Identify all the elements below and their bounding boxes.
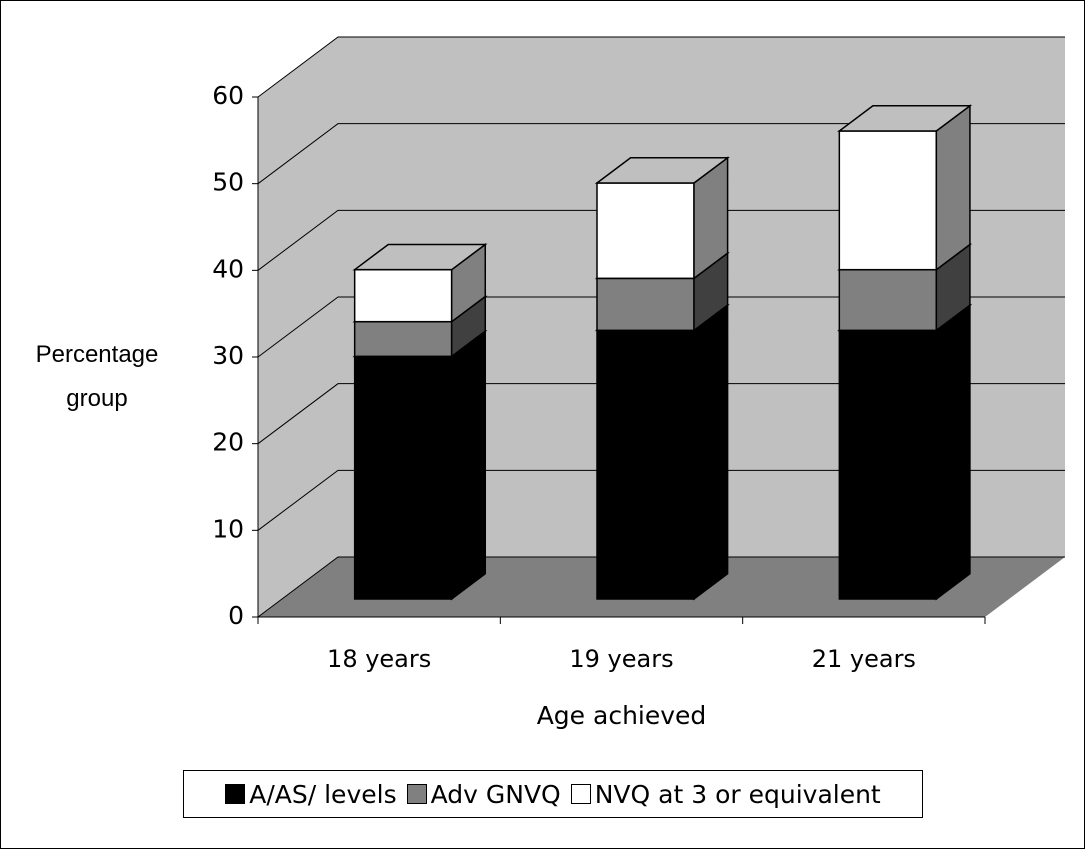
- bar: [353, 268, 453, 323]
- legend-label: NVQ at 3 or equivalent: [594, 779, 881, 809]
- legend-swatch: [225, 784, 246, 804]
- bar-top: [352, 243, 488, 271]
- y-tick-label: 10: [212, 514, 244, 543]
- bar: [596, 277, 695, 332]
- legend-swatch: [570, 784, 591, 804]
- bar-top: [837, 105, 973, 132]
- y-tick-label: 40: [212, 254, 244, 283]
- y-tick-label: 30: [212, 341, 244, 370]
- grid-line: [257, 469, 1065, 531]
- legend-item: NVQ at 3 or equivalent: [570, 779, 881, 809]
- bar-side: [935, 303, 971, 601]
- y-tick-label: 0: [228, 601, 244, 630]
- bar-side: [450, 329, 487, 601]
- grid-line: [257, 556, 1065, 618]
- legend-item: Adv GNVQ: [406, 779, 561, 809]
- grid-line: [257, 209, 1065, 271]
- legend: A/AS/ levels Adv GNVQ NVQ at 3 or equivale…: [183, 770, 923, 818]
- bar-side: [935, 104, 971, 272]
- legend-item: A/AS/ levels: [225, 779, 397, 809]
- legend-label: A/AS/ levels: [249, 779, 397, 809]
- y-tick-label: 60: [212, 81, 244, 110]
- x-tick-label: 21 years: [812, 645, 916, 673]
- bar: [596, 329, 695, 600]
- grid-line: [257, 36, 1065, 98]
- x-tick-label: 19 years: [569, 645, 673, 673]
- grid-line: [257, 383, 1065, 445]
- legend-swatch: [406, 784, 427, 804]
- y-tick-label: 20: [212, 428, 244, 457]
- bar: [838, 268, 938, 332]
- grid-line: [257, 296, 1065, 358]
- y-axis-label: Percentage group: [35, 341, 159, 412]
- legend-label: Adv GNVQ: [430, 779, 561, 809]
- bar: [838, 130, 938, 271]
- grid-line: [257, 123, 1065, 185]
- bar: [353, 355, 453, 600]
- x-tick-label: 18 years: [327, 645, 431, 673]
- y-tick-label: 50: [212, 168, 244, 197]
- bar: [838, 329, 938, 600]
- bar: [596, 182, 695, 280]
- x-axis-label: Age achieved: [537, 701, 707, 730]
- bar-side: [693, 303, 729, 601]
- bar-top: [594, 157, 730, 184]
- bar: [353, 320, 453, 358]
